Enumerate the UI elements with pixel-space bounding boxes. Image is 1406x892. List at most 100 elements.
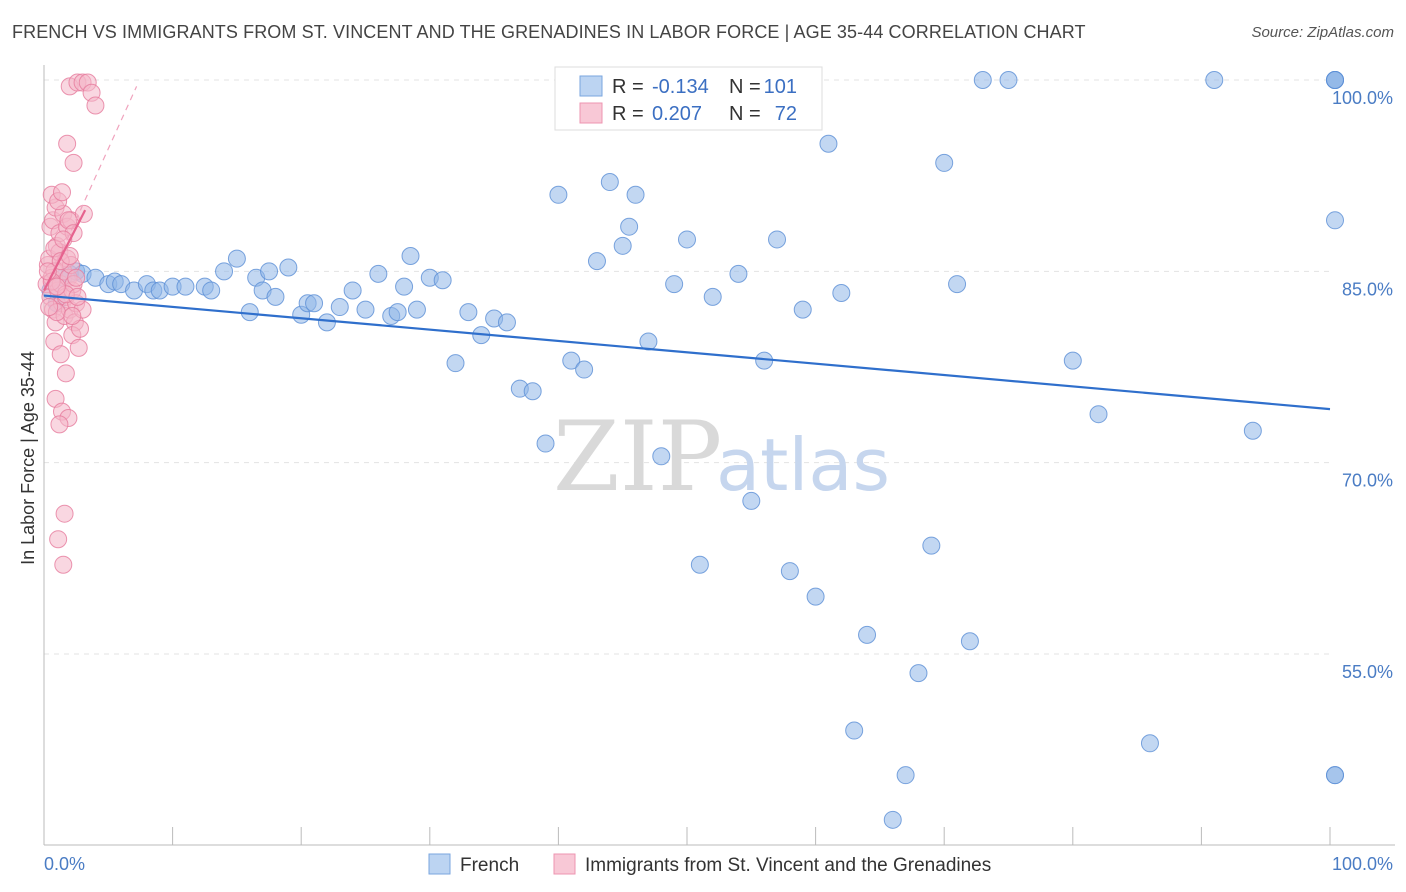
french-point-60 [678,230,696,249]
french-point-80 [948,275,967,294]
french-point-90 [1326,211,1344,230]
bottom-legend: French Immigrants from St. Vincent and t… [428,853,991,876]
french-point-49 [549,185,568,204]
y-tick-label-0: 100.0% [1332,88,1393,108]
french-point-62 [703,287,722,306]
french-point-87 [1205,71,1224,89]
bottom-legend-label-svg: Immigrants from St. Vincent and the Gren… [585,855,991,876]
french-point-56 [626,185,645,204]
bottom-legend-swatch-french [428,853,451,875]
french-point-86 [1140,734,1159,753]
y-tick-label-2: 70.0% [1342,471,1393,491]
trend-line-svg-extension [43,86,138,291]
x-tick-label-min: 0.0% [44,854,85,874]
watermark-zip: ZIP [553,401,722,513]
legend: R = -0.134 N = 101 R = 0.207 N = 72 [554,66,823,131]
legend-n-label-2: N = [729,103,761,125]
french-point-72 [832,284,851,303]
french-point-76 [896,766,915,785]
source-label: Source: ZipAtlas.com [1251,24,1394,41]
french-point-68 [780,562,799,581]
french-point-61 [690,555,709,574]
french-point-35 [388,303,407,322]
french-point-75 [883,810,902,829]
french-point-23 [260,262,279,281]
french-point-85 [1089,405,1108,424]
trend-line-french [43,294,1331,411]
legend-r-label-2: R = [612,103,644,125]
french-point-59 [665,275,684,294]
french-point-77 [909,664,928,683]
french-point-64 [729,264,748,283]
legend-r-value-svg: 0.207 [652,103,702,125]
french-point-37 [401,247,420,266]
french-point-88 [1243,421,1262,440]
french-point-73 [845,721,864,740]
bottom-legend-swatch-svg [553,853,576,875]
french-point-36 [395,277,414,296]
legend-r-label-1: R = [612,76,644,98]
chart-title: FRENCH VS IMMIGRANTS FROM ST. VINCENT AN… [12,22,1086,42]
watermark: ZIP atlas [553,401,890,513]
french-point-50 [562,351,581,370]
french-point-30 [330,298,349,317]
y-tick-label-3: 55.0% [1342,662,1393,682]
legend-n-label-1: N = [729,76,761,98]
french-point-38 [407,300,426,319]
axes [43,65,1395,846]
watermark-atlas: atlas [716,423,890,507]
french-point-40 [433,271,452,290]
french-point-31 [343,281,362,300]
series-svg-points [37,73,105,574]
french-point-53 [600,173,619,192]
french-point-71 [819,134,838,153]
legend-swatch-svg [579,102,603,124]
french-point-17 [202,281,221,300]
french-point-24 [266,287,285,306]
french-point-82 [973,71,992,89]
legend-n-value-svg: 72 [775,103,797,125]
gridlines [44,79,1330,655]
french-point-58 [652,447,671,466]
french-point-79 [935,153,954,172]
y-axis-label: In Labor Force | Age 35-44 [18,351,38,565]
french-point-67 [768,230,787,249]
trend-lines [43,86,1331,411]
french-point-32 [356,300,375,319]
french-point-18 [215,262,234,281]
french-point-95 [1326,71,1344,89]
french-point-29 [317,313,336,332]
french-point-93 [1326,766,1344,785]
french-point-51 [575,360,594,379]
french-point-55 [620,217,639,236]
french-point-65 [742,491,761,510]
french-point-47 [523,382,542,401]
french-point-83 [999,71,1018,89]
trend-line-svg [43,209,87,291]
y-tick-label-1: 85.0% [1342,279,1393,299]
french-point-41 [446,354,465,373]
french-point-33 [369,264,388,283]
french-point-52 [587,252,606,271]
x-tick-label-max: 100.0% [1332,854,1393,874]
bottom-legend-label-french: French [460,855,519,876]
french-point-81 [960,632,979,651]
series-french-points [41,71,1344,829]
french-point-70 [806,587,825,606]
french-point-28 [305,294,324,313]
french-point-19 [227,249,246,268]
legend-n-value-french: 101 [764,76,797,98]
french-point-42 [459,303,478,322]
french-point-54 [613,236,632,255]
french-point-69 [793,300,812,319]
legend-r-value-french: -0.134 [652,76,709,98]
french-point-78 [922,536,941,555]
french-point-45 [497,313,516,332]
y-tick-labels: 100.0% 85.0% 70.0% 55.0% [1332,88,1393,682]
french-point-84 [1063,351,1082,370]
french-point-15 [176,277,195,296]
french-point-48 [536,434,555,453]
french-point-74 [858,625,877,644]
legend-swatch-french [579,75,603,97]
